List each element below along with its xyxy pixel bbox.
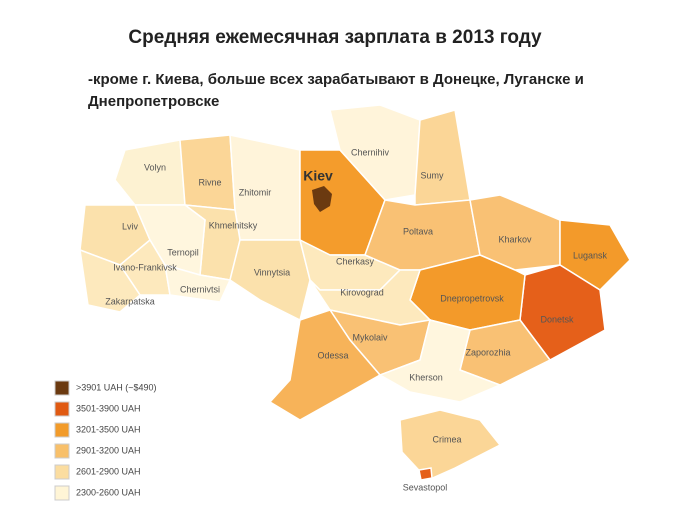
legend-label: 3501-3900 UAH (76, 403, 141, 413)
region-label: Zhitomir (239, 187, 272, 197)
region-label: Chernivtsi (180, 284, 220, 294)
legend-swatch (54, 485, 70, 501)
legend: >3901 UAH (~$490) 3501-3900 UAH 3201-3500 … (54, 380, 157, 501)
legend-swatch (54, 464, 70, 480)
region-label: Khmelnitsky (209, 220, 258, 230)
region-label: Kiev (303, 168, 333, 184)
region-label: Cherkasy (336, 256, 375, 266)
title: Средняя ежемесячная зарплата в 2013 году (128, 27, 542, 48)
region-label: Ternopil (167, 247, 199, 257)
region (559, 219, 631, 291)
region (229, 239, 311, 322)
region-label: Kherson (409, 372, 443, 382)
region (378, 319, 503, 403)
regions (79, 104, 631, 481)
region (79, 248, 141, 313)
region-label: Poltava (403, 226, 433, 236)
legend-label: 3201-3500 UAH (76, 424, 141, 434)
region (414, 109, 471, 206)
kiev-city (312, 186, 332, 212)
region (418, 467, 433, 481)
region (114, 139, 186, 206)
legend-swatch (54, 422, 70, 438)
labels: Volyn Rivne Zhitomir Kiev Chernihiv Sumy Lviv K… (105, 147, 607, 492)
region-label: Kharkov (498, 234, 532, 244)
subtitle: -кроме г. Киева, больше всех зарабатываю… (88, 71, 584, 88)
region-label: Sevastopol (403, 482, 448, 492)
legend-swatch (54, 380, 70, 396)
region-label: Ivano-Frankivsk (113, 262, 177, 272)
region (399, 409, 502, 481)
region-label: Mykolaiv (352, 332, 388, 342)
region-label: Zaporozhia (465, 347, 510, 357)
region-label: Chernihiv (351, 147, 390, 157)
region-label: Kirovograd (340, 287, 384, 297)
legend-swatch (54, 443, 70, 459)
region-label: Dnepropetrovsk (440, 293, 504, 303)
legend-label: 2601-2900 UAH (76, 466, 141, 476)
region (164, 263, 232, 303)
region-label: Volyn (144, 162, 166, 172)
region-label: Donetsk (540, 314, 574, 324)
region-label: Crimea (432, 434, 461, 444)
region (268, 309, 382, 421)
region-label: Vinnytsia (254, 267, 290, 277)
subtitle: Днепропетровске (88, 93, 219, 110)
region (179, 134, 236, 211)
region-label: Lugansk (573, 250, 608, 260)
legend-swatch (54, 401, 70, 417)
region-label: Sumy (420, 170, 444, 180)
region-label: Zakarpatska (105, 296, 155, 306)
region-label: Rivne (198, 177, 221, 187)
legend-label: >3901 UAH (~$490) (76, 382, 157, 392)
legend-label: 2901-3200 UAH (76, 445, 141, 455)
legend-label: 2300-2600 UAH (76, 487, 141, 497)
region-label: Lviv (122, 221, 139, 231)
region-label: Odessa (317, 350, 348, 360)
